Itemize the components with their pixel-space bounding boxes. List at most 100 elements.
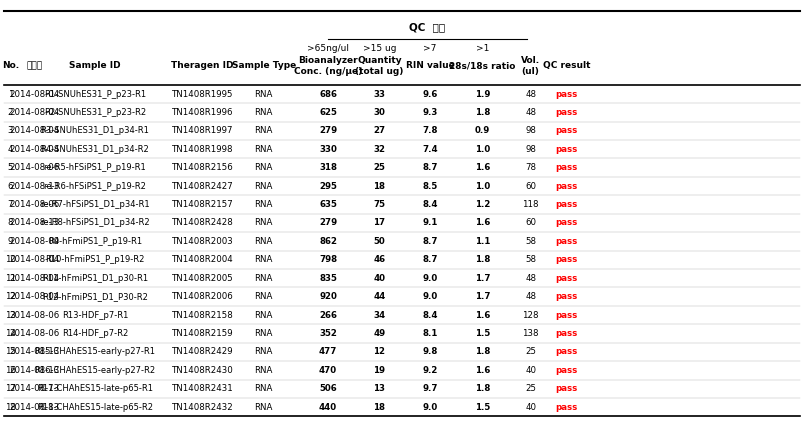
Text: 58: 58 (524, 255, 536, 264)
Text: RNA: RNA (255, 329, 272, 338)
Text: RNA: RNA (255, 237, 272, 246)
Text: pass: pass (555, 126, 577, 135)
Text: Bioanalyzer
Conc. (ng/μe): Bioanalyzer Conc. (ng/μe) (294, 56, 361, 76)
Text: 862: 862 (319, 237, 336, 246)
Text: pass: pass (555, 237, 577, 246)
Text: 7: 7 (8, 200, 13, 209)
Text: R15-CHAhES15-early-p27-R1: R15-CHAhES15-early-p27-R1 (35, 347, 155, 357)
Text: 48: 48 (524, 108, 536, 117)
Text: R1-SNUhES31_P_p23-R1: R1-SNUhES31_P_p23-R1 (43, 89, 146, 98)
Text: R18-CHAhES15-late-p65-R2: R18-CHAhES15-late-p65-R2 (37, 403, 153, 412)
Text: 9.7: 9.7 (422, 384, 438, 393)
Text: 34: 34 (373, 310, 385, 320)
Text: 295: 295 (319, 181, 336, 191)
Text: 8.4: 8.4 (422, 310, 438, 320)
Text: 1.1: 1.1 (474, 237, 490, 246)
Text: RNA: RNA (255, 310, 272, 320)
Text: 44: 44 (373, 292, 385, 301)
Text: pass: pass (555, 292, 577, 301)
Text: 25: 25 (524, 347, 536, 357)
Text: >65ng/ul: >65ng/ul (307, 44, 349, 53)
Text: RNA: RNA (255, 403, 272, 412)
Text: 50: 50 (373, 237, 385, 246)
Text: 9.8: 9.8 (422, 347, 438, 357)
Text: 40: 40 (524, 403, 536, 412)
Text: 2014-08-04: 2014-08-04 (10, 89, 59, 98)
Text: 2014-08-13: 2014-08-13 (10, 384, 59, 393)
Text: 16: 16 (5, 366, 16, 375)
Text: TN1408R1995: TN1408R1995 (172, 89, 233, 98)
Text: No.: No. (2, 61, 19, 70)
Text: 2014-08-04: 2014-08-04 (10, 145, 59, 154)
Text: TN1408R2428: TN1408R2428 (172, 218, 233, 227)
Text: RNA: RNA (255, 218, 272, 227)
Text: 7.8: 7.8 (422, 126, 438, 135)
Text: 506: 506 (319, 384, 336, 393)
Text: TN1408R2430: TN1408R2430 (172, 366, 233, 375)
Text: 9.6: 9.6 (422, 89, 438, 98)
Text: Quantity
(total ug): Quantity (total ug) (355, 56, 403, 76)
Text: Sample Type: Sample Type (231, 61, 296, 70)
Text: TN1408R2156: TN1408R2156 (172, 163, 233, 172)
Text: R17-CHAhES15-late-p65-R1: R17-CHAhES15-late-p65-R1 (37, 384, 153, 393)
Text: re-R8-hFSiPS1_D1_p34-R2: re-R8-hFSiPS1_D1_p34-R2 (40, 218, 149, 227)
Text: 1.8: 1.8 (474, 347, 490, 357)
Text: 1.7: 1.7 (474, 292, 490, 301)
Text: 2014-08-13: 2014-08-13 (10, 403, 59, 412)
Text: 8: 8 (8, 218, 13, 227)
Text: R10-hFmiPS1_P_p19-R2: R10-hFmiPS1_P_p19-R2 (45, 255, 145, 264)
Text: 9.1: 9.1 (422, 218, 438, 227)
Text: R12-hFmiPS1_D1_P30-R2: R12-hFmiPS1_D1_P30-R2 (42, 292, 148, 301)
Text: 1: 1 (8, 89, 13, 98)
Text: 1.9: 1.9 (474, 89, 490, 98)
Text: 1.6: 1.6 (474, 163, 490, 172)
Text: RNA: RNA (255, 292, 272, 301)
Text: 9.0: 9.0 (422, 292, 437, 301)
Text: 8.1: 8.1 (422, 329, 438, 338)
Text: 12: 12 (5, 292, 16, 301)
Text: 477: 477 (319, 347, 336, 357)
Text: 835: 835 (319, 274, 336, 283)
Text: R2-SNUhES31_P_p23-R2: R2-SNUhES31_P_p23-R2 (43, 108, 146, 117)
Text: re-R7-hFSiPS1_D1_p34-R1: re-R7-hFSiPS1_D1_p34-R1 (40, 200, 149, 209)
Text: re-R5-hFSiPS1_P_p19-R1: re-R5-hFSiPS1_P_p19-R1 (43, 163, 146, 172)
Text: RNA: RNA (255, 200, 272, 209)
Text: 8.7: 8.7 (422, 237, 438, 246)
Text: Sample ID: Sample ID (69, 61, 120, 70)
Text: TN1408R2005: TN1408R2005 (172, 274, 233, 283)
Text: 12: 12 (373, 347, 385, 357)
Text: RNA: RNA (255, 163, 272, 172)
Text: 2014-08-13: 2014-08-13 (10, 347, 59, 357)
Text: 1.2: 1.2 (474, 200, 490, 209)
Text: 279: 279 (319, 126, 336, 135)
Text: R3-SNUhES31_D1_p34-R1: R3-SNUhES31_D1_p34-R1 (40, 126, 149, 135)
Text: RNA: RNA (255, 255, 272, 264)
Text: 25: 25 (524, 384, 536, 393)
Text: 8.7: 8.7 (422, 163, 438, 172)
Text: TN1408R2427: TN1408R2427 (172, 181, 233, 191)
Text: 279: 279 (319, 218, 336, 227)
Text: 75: 75 (373, 200, 385, 209)
Text: 15: 15 (5, 347, 16, 357)
Text: 0.9: 0.9 (475, 126, 489, 135)
Text: RNA: RNA (255, 384, 272, 393)
Text: 352: 352 (319, 329, 336, 338)
Text: QC  결과: QC 결과 (409, 22, 445, 33)
Text: 2: 2 (8, 108, 13, 117)
Text: 2014-08-04: 2014-08-04 (10, 292, 59, 301)
Text: Vol.
(ul): Vol. (ul) (520, 56, 540, 76)
Text: 1.0: 1.0 (475, 145, 489, 154)
Text: 40: 40 (373, 274, 385, 283)
Text: pass: pass (555, 329, 577, 338)
Text: 14: 14 (5, 329, 16, 338)
Text: RNA: RNA (255, 89, 272, 98)
Text: pass: pass (555, 255, 577, 264)
Text: 30: 30 (373, 108, 385, 117)
Text: pass: pass (555, 384, 577, 393)
Text: pass: pass (555, 347, 577, 357)
Text: TN1408R1996: TN1408R1996 (172, 108, 233, 117)
Text: RNA: RNA (255, 347, 272, 357)
Text: R16-CHAhES15-early-p27-R2: R16-CHAhES15-early-p27-R2 (35, 366, 155, 375)
Text: TN1408R1997: TN1408R1997 (172, 126, 233, 135)
Text: TN1408R2004: TN1408R2004 (172, 255, 233, 264)
